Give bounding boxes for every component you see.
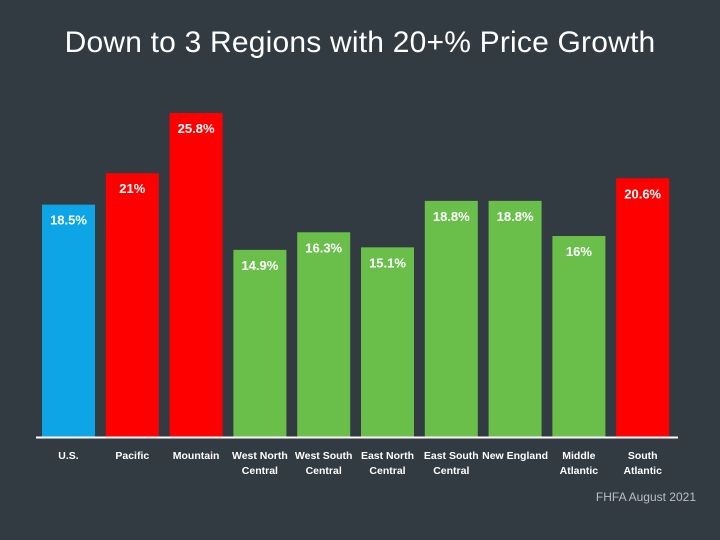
category-label-7: New England	[482, 450, 548, 462]
value-label-7: 18.8%	[497, 209, 534, 224]
category-label-6: East South Central	[424, 450, 479, 477]
bar-1	[105, 173, 159, 438]
bar-4	[297, 232, 351, 437]
value-label-8: 16%	[566, 244, 592, 259]
source-note: FHFA August 2021	[595, 490, 696, 504]
category-label-0: U.S.	[58, 450, 79, 462]
bar-5	[361, 247, 414, 437]
value-label-0: 18.5%	[50, 213, 87, 228]
value-label-5: 15.1%	[369, 255, 406, 270]
category-label-2: Mountain	[173, 450, 220, 462]
category-label-4: West South Central	[295, 450, 353, 477]
bar-2	[169, 112, 223, 438]
bar-8	[552, 236, 606, 437]
category-label-3: West North Central	[232, 450, 288, 477]
bar-9	[616, 178, 670, 438]
bar-6	[424, 200, 478, 437]
bar-7	[488, 200, 542, 437]
value-label-2: 25.8%	[178, 121, 215, 136]
value-label-6: 18.8%	[433, 209, 470, 224]
category-label-1: Pacific	[115, 450, 149, 462]
bar-3	[233, 249, 287, 437]
bar-0	[42, 204, 95, 437]
chart-title: Down to 3 Regions with 20+% Price Growth	[64, 26, 656, 59]
category-label-8: Middle Atlantic	[560, 450, 599, 477]
value-label-4: 16.3%	[305, 240, 342, 255]
value-label-9: 20.6%	[624, 186, 661, 201]
category-label-5: East North Central	[361, 450, 414, 477]
category-label-9: South Atlantic	[623, 450, 662, 477]
value-label-3: 14.9%	[241, 258, 278, 273]
value-label-1: 21%	[119, 181, 145, 196]
